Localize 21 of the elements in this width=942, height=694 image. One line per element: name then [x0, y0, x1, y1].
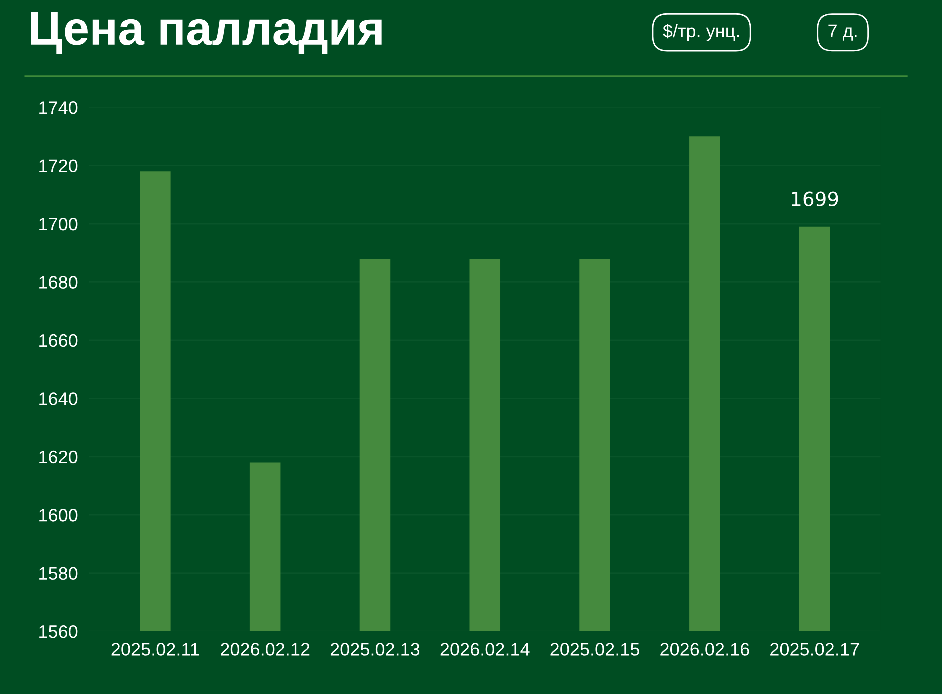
text: $/тр. унц. — [663, 24, 740, 42]
x-tick-label: 2025.02.15 — [550, 643, 640, 656]
y-tick-label: 1740 — [40, 102, 78, 114]
y-tick-label: 1720 — [40, 160, 78, 173]
y-tick-label: 1660 — [40, 334, 78, 348]
x-tick-label: 2026.02.12 — [221, 643, 310, 656]
y-tick-label: 1580 — [40, 567, 78, 580]
y-tick-label: 1600 — [40, 509, 78, 522]
x-tick-label: 2025.02.11 — [112, 643, 200, 656]
y-tick-label: 1640 — [40, 392, 78, 406]
y-tick-label: 1700 — [40, 218, 78, 231]
data-label: 1699 — [792, 192, 838, 206]
text: 7 д. — [828, 24, 857, 41]
x-tick-label: 2025.02.17 — [770, 643, 860, 656]
y-tick-label: 1680 — [40, 276, 78, 289]
y-tick-label: 1560 — [40, 625, 78, 638]
y-tick-label: 1620 — [40, 450, 78, 464]
x-tick-label: 2025.02.13 — [330, 643, 420, 656]
x-tick-label: 2026.02.16 — [660, 643, 750, 656]
x-tick-label: 2026.02.14 — [440, 643, 530, 656]
chart-title: Цена палладия — [31, 12, 382, 54]
